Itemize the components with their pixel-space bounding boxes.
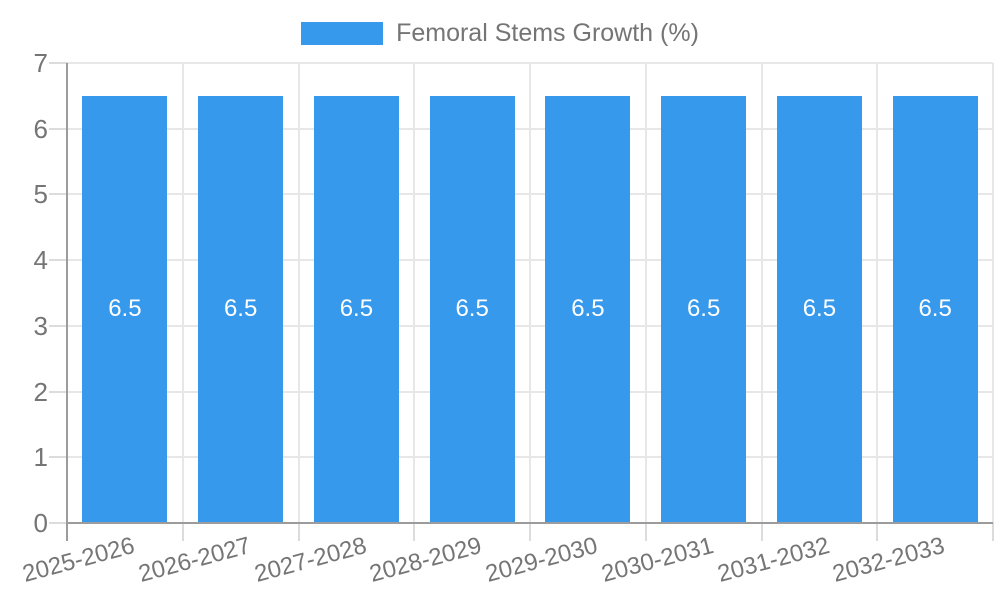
bar-2032-2033[interactable]: 6.5 — [892, 95, 978, 523]
bar-value-label: 6.5 — [918, 295, 952, 323]
x-axis-label: 2029-2030 — [482, 532, 601, 588]
x-axis-label: 2026-2027 — [135, 532, 254, 588]
y-axis-tick — [49, 522, 67, 524]
y-axis-label: 3 — [33, 310, 48, 341]
x-axis-tick — [413, 523, 416, 541]
x-axis-line — [67, 522, 993, 524]
x-axis-tick — [529, 523, 531, 541]
gridline-vertical — [413, 63, 416, 523]
y-axis-label: 7 — [33, 48, 48, 78]
x-axis-label: 2030-2031 — [598, 532, 717, 588]
x-axis-label: 2028-2029 — [366, 532, 485, 588]
gridline-vertical — [760, 63, 763, 523]
y-axis-label: 0 — [33, 508, 48, 538]
y-axis-line — [66, 63, 68, 541]
y-axis-label: 5 — [33, 179, 48, 210]
y-axis-tick — [49, 324, 67, 327]
bar-2031-2032[interactable]: 6.5 — [776, 95, 862, 523]
x-axis-tick — [297, 523, 300, 541]
bar-value-label: 6.5 — [455, 295, 489, 323]
x-axis-tick — [992, 523, 994, 541]
bar-2027-2028[interactable]: 6.5 — [313, 95, 399, 523]
bar-value-label: 6.5 — [339, 295, 374, 323]
bar-value-label: 6.5 — [108, 295, 142, 323]
bar-2029-2030[interactable]: 6.5 — [545, 95, 631, 523]
y-axis-tick — [49, 62, 67, 64]
y-axis-tick — [49, 193, 67, 196]
y-axis-tick — [49, 456, 67, 459]
y-axis-tick — [49, 127, 67, 130]
x-axis-tick — [876, 523, 879, 541]
gridline-vertical — [644, 63, 647, 523]
bar-value-label: 6.5 — [802, 295, 837, 323]
bar-2030-2031[interactable]: 6.5 — [661, 95, 747, 523]
bar-value-label: 6.5 — [686, 295, 721, 323]
x-axis-tick — [760, 523, 763, 541]
bar-2026-2027[interactable]: 6.5 — [198, 95, 284, 523]
x-axis-label: 2025-2026 — [19, 532, 138, 588]
gridline-vertical — [529, 63, 531, 523]
bar-2028-2029[interactable]: 6.5 — [429, 95, 515, 523]
y-axis-label: 4 — [33, 245, 48, 276]
gridline-vertical — [297, 63, 300, 523]
plot-area: 6.5 6.5 6.5 6.5 6.5 6.5 6.5 6.5 — [49, 62, 994, 541]
gridline-vertical — [992, 63, 994, 523]
y-axis-label: 6 — [33, 113, 48, 144]
gridline-vertical — [181, 63, 184, 523]
x-axis-tick — [644, 523, 647, 541]
y-axis-label: 2 — [33, 376, 48, 407]
legend-swatch-icon[interactable] — [301, 22, 384, 45]
bar-value-label: 6.5 — [571, 295, 605, 323]
bar-value-label: 6.5 — [223, 295, 258, 323]
x-axis-label: 2031-2032 — [714, 532, 833, 588]
x-axis-tick — [181, 523, 184, 541]
y-axis-tick — [49, 259, 67, 262]
bar-2025-2026[interactable]: 6.5 — [82, 95, 168, 523]
x-axis-label: 2032-2033 — [829, 532, 948, 588]
x-axis-label: 2027-2028 — [251, 532, 370, 588]
legend-label[interactable]: Femoral Stems Growth (%) — [396, 19, 699, 47]
gridline-vertical — [876, 63, 879, 523]
chart-legend: Femoral Stems Growth (%) — [0, 19, 1000, 48]
y-axis-label: 1 — [33, 442, 48, 473]
y-axis-tick — [49, 390, 67, 393]
